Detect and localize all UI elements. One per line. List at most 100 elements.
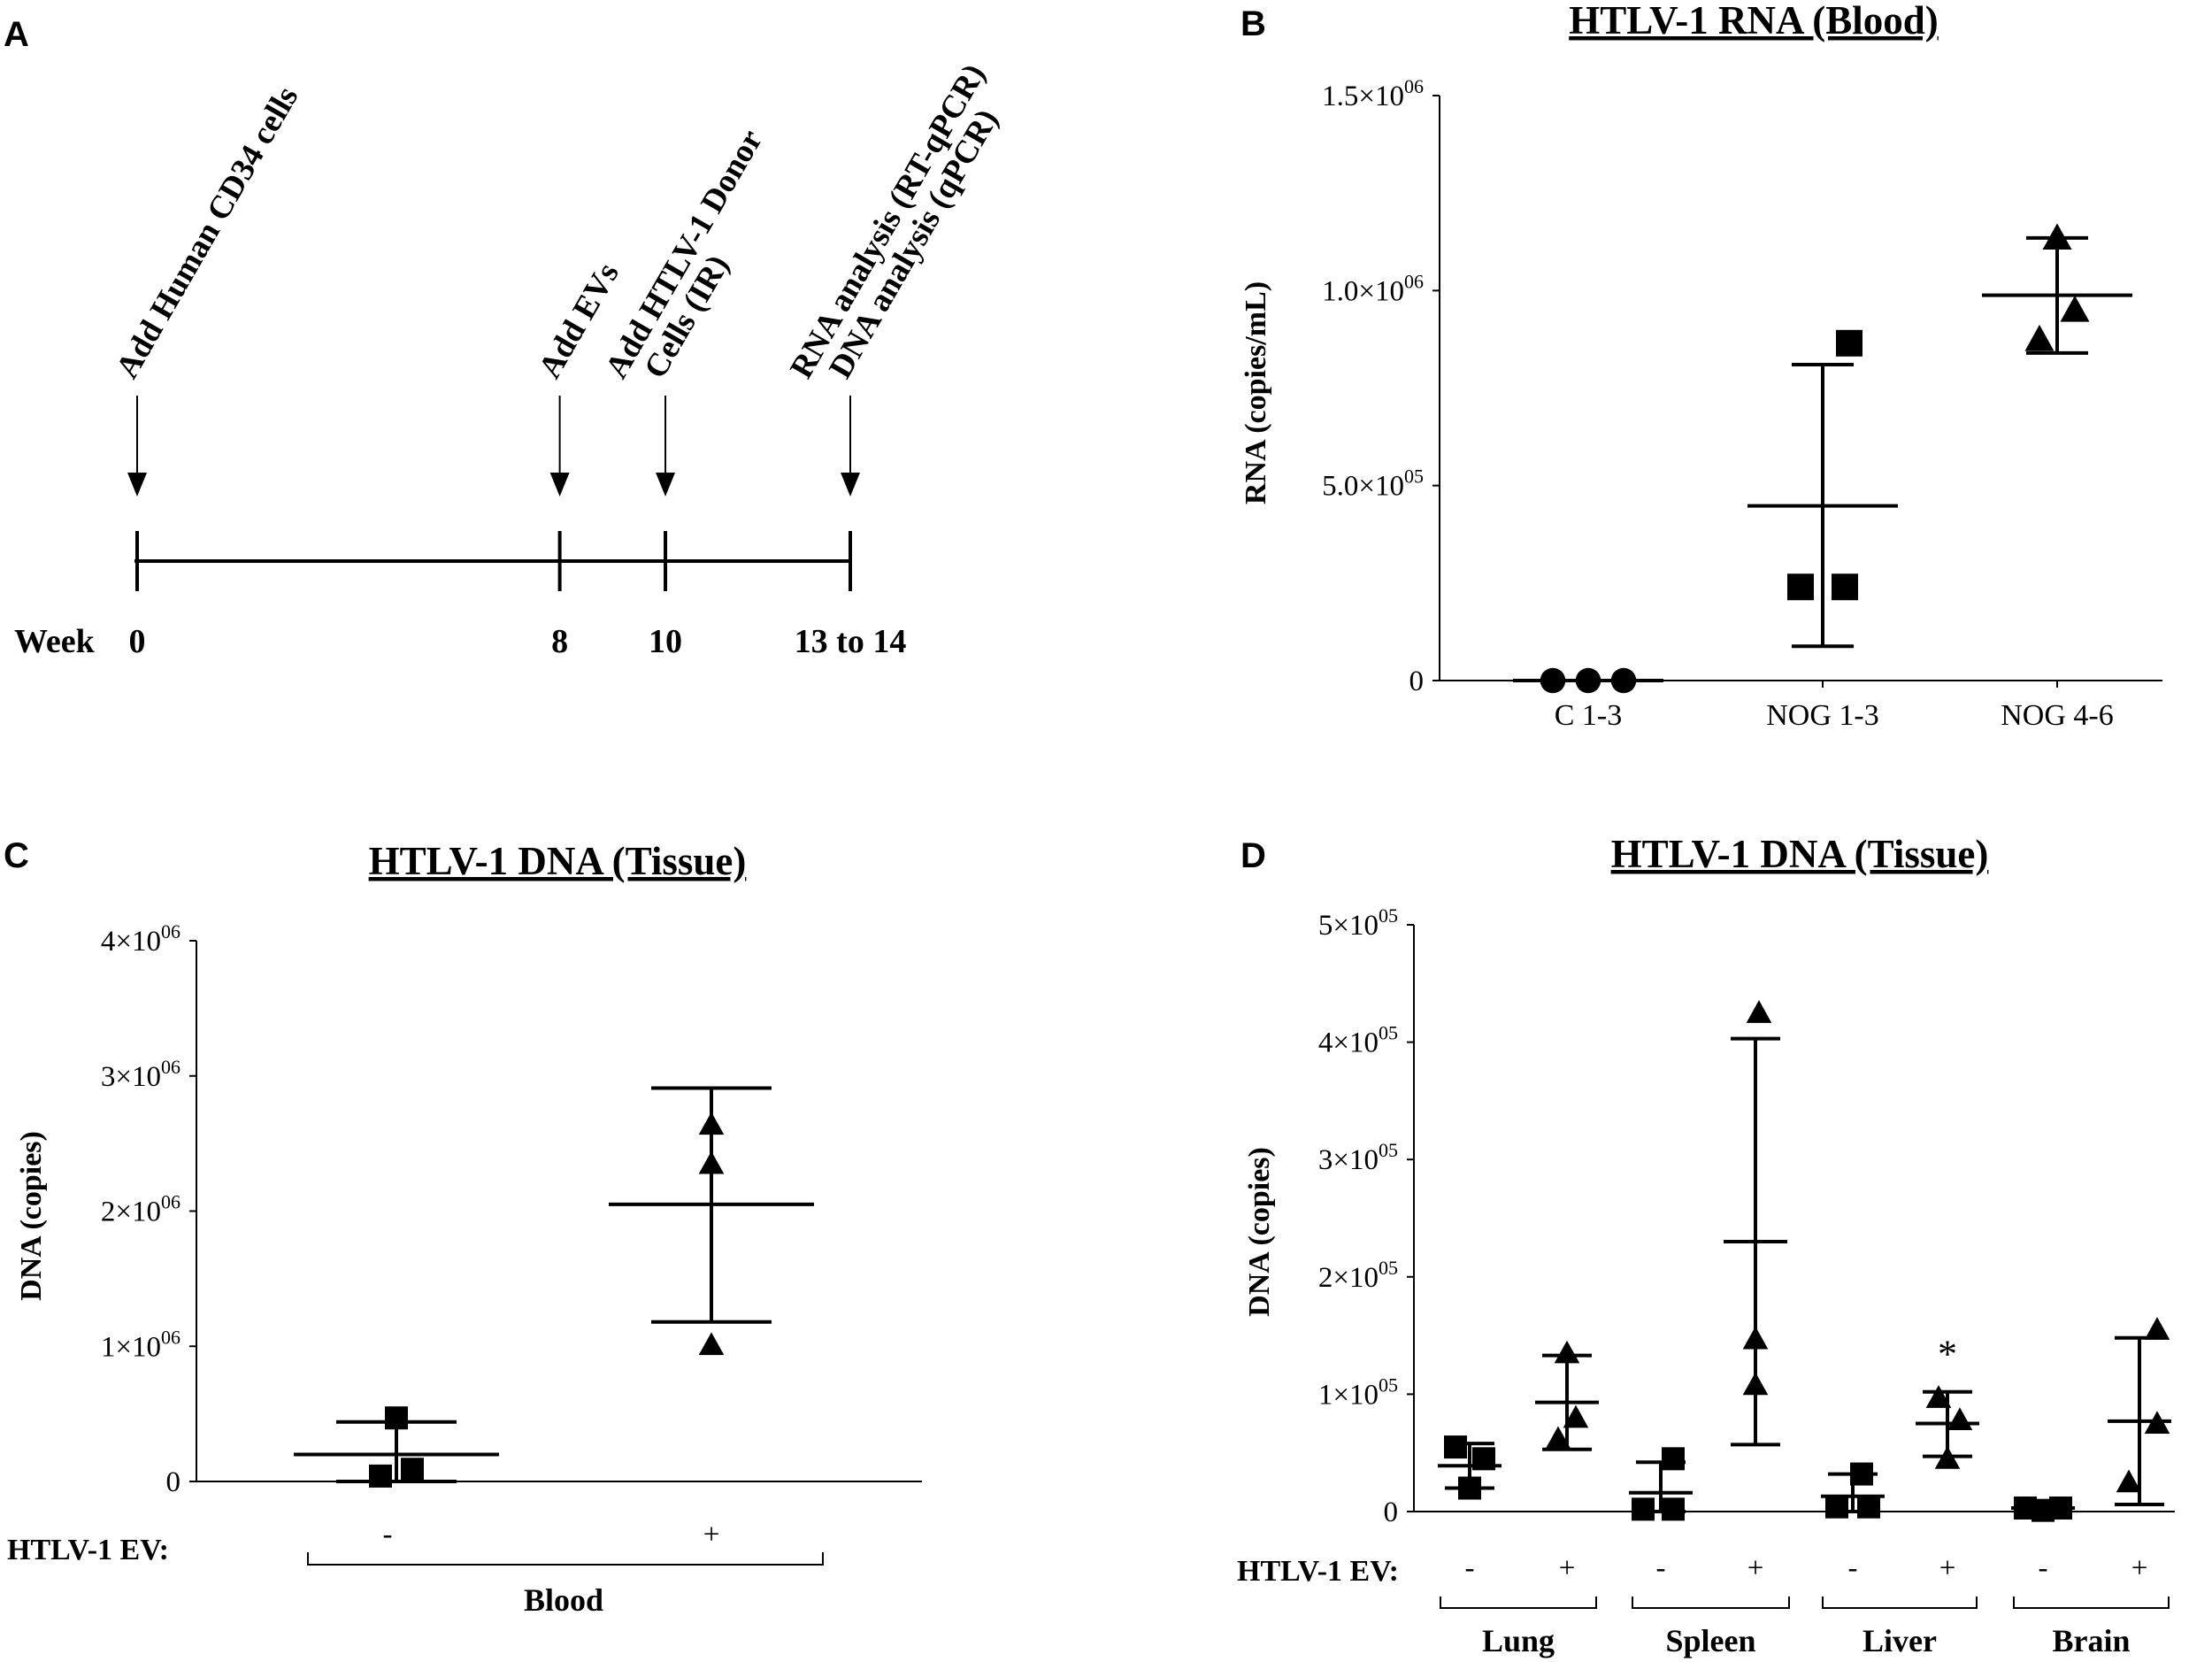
panel-d-data-point [1934,1446,1961,1469]
panel-d-ev-sign: - [1848,1552,1858,1584]
panel-c-y-tick-mantissa: 0 [166,1466,181,1498]
panel-c-factor-label: HTLV-1 EV: [7,1534,169,1566]
panel-c-y-tick-label: 2×1006 [101,1191,180,1228]
panel-c-data-point [698,1150,725,1174]
panel-c-y-tick-exponent: 06 [161,1326,180,1348]
panel-b-letter: B [1240,4,1266,43]
timeline-week-number: 0 [129,623,146,660]
panel-d-group-label: Lung [1482,1623,1555,1658]
panel-b-y-tick-label: 1.5×1006 [1322,75,1424,112]
timeline-arrow-head [127,473,147,496]
panel-b-title: HTLV-1 RNA (Blood) [1569,0,1939,42]
panel-c-data-point [385,1406,408,1430]
timeline-week-number: 8 [551,623,568,660]
panel-d-title: HTLV-1 DNA (Tissue) [1611,832,1989,876]
panel-d-ev-sign: - [2039,1552,2048,1584]
panel-d-ylabel: DNA (copies) [1243,1147,1276,1317]
panel-c-ylabel: DNA (copies) [15,1131,48,1301]
week-label: Week [14,623,96,660]
panel-d-data-point [1742,1326,1769,1350]
panel-b-category-label: C 1-3 [1555,699,1623,732]
panel-c-data-point [698,1112,725,1135]
panel-c-data-point [401,1458,424,1481]
panel-c-y-tick-exponent: 06 [161,1056,180,1078]
timeline-event-label: Add Human CD34 cells [109,81,305,385]
panel-b-y-tick-mantissa: 1.0×10 [1322,275,1404,307]
panel-b-y-tick-exponent: 06 [1404,270,1424,292]
panel-b-y-tick-exponent: 05 [1404,466,1424,488]
panel-c-letter: C [4,836,29,875]
panel-b-data-point [1540,667,1566,694]
panel-b-category-label: NOG 1-3 [1766,699,1878,732]
panel-c-y-tick-mantissa: 3×10 [101,1061,161,1093]
panel-b-y-tick-label: 0 [1409,666,1425,697]
panel-d-y-tick-label: 2×1005 [1318,1257,1398,1294]
panel-b-data-point [2042,223,2072,250]
panel-d-group-bracket [1822,1597,1978,1609]
panel-d-group-bracket [1632,1597,1790,1609]
panel-c-ev-sign: + [703,1519,720,1550]
panel-d-data-point [1925,1385,1952,1408]
panel-b-data-point [1610,667,1637,694]
panel-d-data-point [1947,1407,1973,1431]
panel-d-data-point [1545,1426,1571,1450]
panel-d-ev-sign: - [1656,1552,1666,1584]
panel-c-y-tick-label: 4×1006 [101,920,180,958]
panel-b-y-tick-mantissa: 0 [1409,666,1425,697]
panel-d-y-tick-exponent: 05 [1379,1022,1398,1044]
panel-b-y-tick-mantissa: 5.0×10 [1322,471,1404,503]
panel-d-y-tick-label: 5×1005 [1318,904,1398,942]
panel-d-y-tick-mantissa: 5×10 [1318,910,1379,942]
panel-c-group-label: Blood [524,1582,603,1618]
panel-d-data-point [1458,1476,1481,1500]
panel-d-y-tick-label: 1×1005 [1318,1373,1398,1411]
panel-b-data-point [1832,573,1858,601]
panel-b-data-point [1787,573,1814,601]
panel-b-data-point [2060,295,2090,322]
panel-d-y-tick-label: 0 [1384,1497,1399,1528]
panel-c-y-tick-mantissa: 1×10 [101,1331,161,1363]
panel-d-ev-sign: + [1939,1552,1956,1584]
panel-d-data-point [1825,1495,1848,1519]
panel-d-data-point [1563,1404,1589,1428]
timeline-week-number: 13 to 14 [795,623,907,660]
panel-d-data-point [1662,1497,1685,1521]
panel-c-y-tick-label: 3×1006 [101,1056,180,1093]
panel-d-data-point [1850,1462,1873,1486]
panel-d-y-tick-label: 3×1005 [1318,1139,1398,1176]
panel-b-rna-blood: B HTLV-1 RNA (Blood) RNA (copies/mL) 0 5.… [1240,0,2162,732]
panel-c-group-bracket [307,1552,824,1566]
panel-d-y-tick-exponent: 05 [1379,904,1398,927]
panel-d-data-point [2049,1497,2072,1520]
panel-c-ev-sign: - [383,1519,393,1550]
panel-d-data-point [2144,1317,2170,1340]
panel-d-group-label: Spleen [1665,1623,1755,1658]
panel-d-ev-sign: - [1465,1552,1475,1584]
panel-d-data-point [1742,1372,1769,1396]
panel-d-factor-label: HTLV-1 EV: [1237,1555,1399,1588]
panel-d-y-tick-mantissa: 2×10 [1318,1262,1379,1294]
panel-c-title: HTLV-1 DNA (Tissue) [369,839,747,883]
panel-b-ylabel: RNA (copies/mL) [1240,281,1272,504]
panel-d-y-tick-mantissa: 1×10 [1318,1379,1379,1411]
panel-d-y-tick-exponent: 05 [1379,1139,1398,1161]
panel-b-category-label: NOG 4-6 [2001,699,2113,732]
panel-d-group-bracket [2013,1597,2170,1609]
panel-d-y-tick-mantissa: 0 [1384,1497,1399,1528]
panel-b-data-point [1836,329,1863,357]
panel-b-y-tick-label: 5.0×1005 [1322,466,1424,503]
panel-d-y-tick-label: 4×1005 [1318,1022,1398,1059]
panel-d-group-label: Brain [2052,1623,2130,1658]
panel-d-y-tick-mantissa: 3×10 [1318,1144,1379,1176]
panel-c-data-point [369,1464,392,1488]
timeline-week-number: 10 [649,623,682,660]
panel-a-letter: A [4,15,29,54]
panel-b-y-tick-label: 1.0×1006 [1322,270,1424,307]
panel-d-significance-mark: * [1938,1333,1957,1376]
panel-d-y-tick-exponent: 05 [1379,1373,1398,1396]
panel-d-ev-sign: + [1559,1552,1576,1584]
panel-d-data-point [1857,1495,1880,1519]
panel-d-data-point [2144,1411,2170,1434]
panel-d-y-tick-exponent: 05 [1379,1257,1398,1279]
